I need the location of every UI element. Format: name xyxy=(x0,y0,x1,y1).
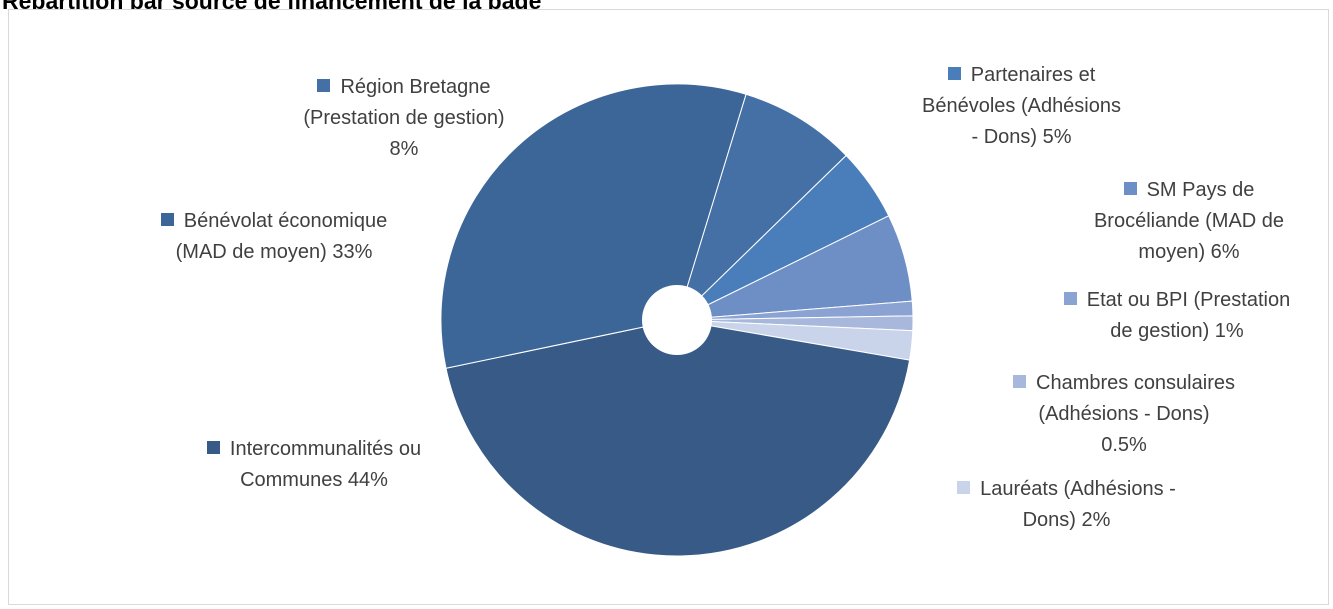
data-label-line: Communes 44% xyxy=(240,469,388,491)
data-label-line: Brocéliande (MAD de xyxy=(1093,210,1285,232)
pie-chart xyxy=(440,83,914,557)
pie-slice-6 xyxy=(445,319,911,557)
data-label-line: Etat ou BPI (Prestation xyxy=(1027,285,1327,316)
data-label-chambres-consulaires: Chambres consulaires (Adhésions - Dons) 0.… xyxy=(984,368,1264,461)
data-label-line: Dons) 2% xyxy=(1022,509,1111,531)
data-label-line: 8% xyxy=(389,138,419,160)
data-label-text: Lauréats (Adhésions - xyxy=(980,478,1176,500)
page-title: Répartition par source de financement de… xyxy=(2,0,541,10)
data-label-line: 0.5% xyxy=(1101,434,1147,456)
data-label-line: SM Pays de xyxy=(1054,175,1324,206)
data-label-sm-pays-broceliande: SM Pays de Brocéliande (MAD de moyen) 6% xyxy=(1054,175,1324,268)
data-label-line: Intercommunalités ou xyxy=(169,434,459,465)
data-label-text: Etat ou BPI (Prestation xyxy=(1086,289,1291,311)
legend-swatch xyxy=(957,481,971,494)
data-label-line: (Prestation de gestion) xyxy=(303,107,505,129)
data-label-line: (Adhésions - Dons) xyxy=(1038,403,1210,425)
data-label-line: moyen) 6% xyxy=(1138,241,1240,263)
data-label-line: Région Bretagne xyxy=(259,72,549,103)
data-label-line: - Dons) 5% xyxy=(971,126,1072,148)
data-label-line: Partenaires et xyxy=(884,60,1159,91)
data-label-line: Chambres consulaires xyxy=(984,368,1264,399)
legend-swatch xyxy=(947,67,961,80)
legend-swatch xyxy=(317,79,331,92)
data-label-line: Lauréats (Adhésions - xyxy=(924,474,1209,505)
data-label-text: Région Bretagne xyxy=(340,76,491,98)
legend-swatch xyxy=(1013,375,1026,388)
data-label-text: Intercommunalités ou xyxy=(229,438,422,460)
data-label-text: Partenaires et xyxy=(970,64,1096,86)
data-label-partenaires-benevoles: Partenaires et Bénévoles (Adhésions - Dons… xyxy=(884,60,1159,153)
data-label-laureats: Lauréats (Adhésions - Dons) 2% xyxy=(924,474,1209,536)
legend-swatch xyxy=(206,441,220,454)
legend-swatch xyxy=(160,213,174,226)
data-label-line: Bénévolat économique xyxy=(119,206,429,237)
data-label-region-bretagne: Région Bretagne (Prestation de gestion) 8% xyxy=(259,72,549,165)
data-label-line: (MAD de moyen) 33% xyxy=(175,241,373,263)
data-label-text: SM Pays de xyxy=(1146,179,1255,201)
data-label-line: Bénévoles (Adhésions xyxy=(921,95,1121,117)
data-label-text: Chambres consulaires xyxy=(1036,372,1235,394)
pie-slice-0 xyxy=(676,93,847,321)
legend-swatch xyxy=(1063,292,1077,305)
legend-swatch xyxy=(1123,182,1137,195)
data-label-benevolat-economique: Bénévolat économique (MAD de moyen) 33% xyxy=(119,206,429,268)
data-label-text: Bénévolat économique xyxy=(183,210,388,232)
data-label-intercommunalites: Intercommunalités ou Communes 44% xyxy=(169,434,459,496)
chart-frame: Région Bretagne (Prestation de gestion) 8%… xyxy=(8,9,1329,605)
data-label-etat-bpi: Etat ou BPI (Prestation de gestion) 1% xyxy=(1027,285,1327,347)
data-label-line: de gestion) 1% xyxy=(1110,320,1244,342)
donut-hole xyxy=(642,285,712,355)
